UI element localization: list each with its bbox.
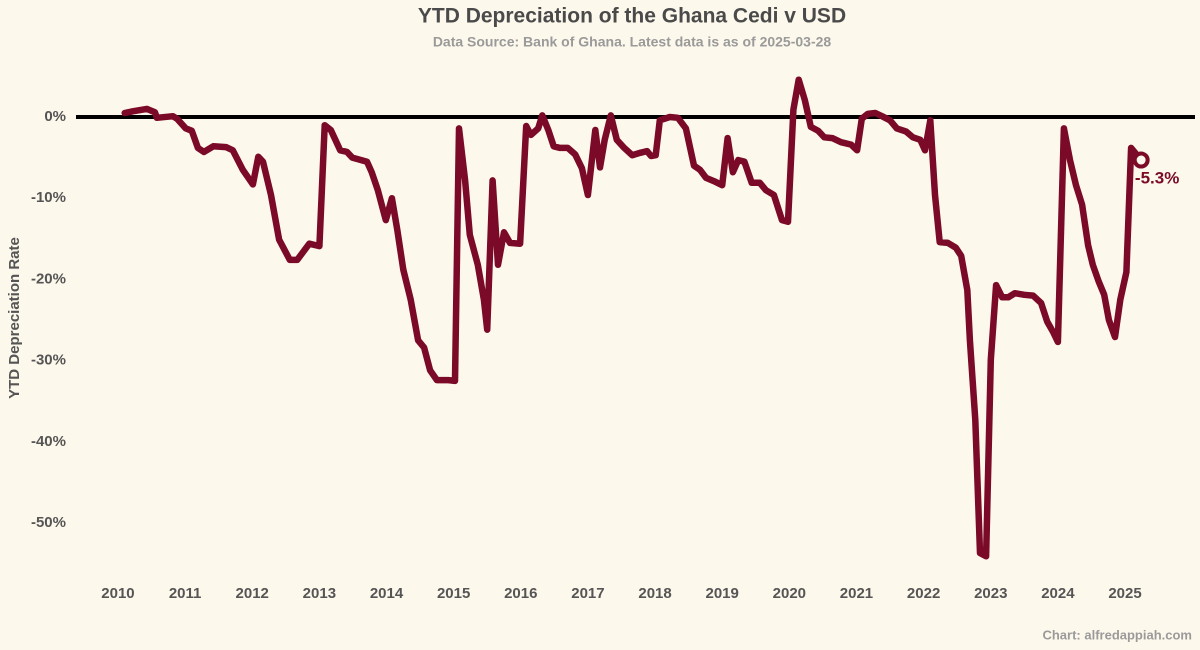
y-tick-label: -30% [31,352,66,369]
x-tick-label: 2012 [236,585,269,602]
x-tick-label: 2011 [169,585,202,602]
x-tick-label: 2023 [974,585,1007,602]
y-tick-label: -40% [31,433,66,450]
y-axis-label: YTD Depreciation Rate [6,237,23,399]
x-tick-label: 2014 [370,585,404,602]
x-tick-label: 2020 [773,585,806,602]
chart-subtitle: Data Source: Bank of Ghana. Latest data … [433,34,832,50]
x-tick-label: 2010 [101,585,134,602]
x-tick-label: 2017 [571,585,604,602]
x-tick-label: 2013 [303,585,336,602]
y-tick-label: -50% [31,514,66,531]
last-value-label: -5.3% [1135,169,1179,188]
x-tick-label: 2021 [840,585,873,602]
credit: Chart: alfredappiah.com [1042,627,1192,642]
x-tick-label: 2025 [1108,585,1141,602]
x-tick-label: 2018 [638,585,671,602]
y-tick-label: -10% [31,189,66,206]
x-tick-label: 2024 [1041,585,1075,602]
x-tick-label: 2019 [706,585,739,602]
x-tick-label: 2015 [437,585,470,602]
y-tick-label: -20% [31,270,66,287]
x-tick-label: 2016 [504,585,537,602]
line-series [121,76,1145,560]
y-tick-label: 0% [44,108,66,125]
x-tick-label: 2022 [907,585,940,602]
chart-title: YTD Depreciation of the Ghana Cedi v USD [418,5,846,28]
last-point [1132,151,1150,169]
